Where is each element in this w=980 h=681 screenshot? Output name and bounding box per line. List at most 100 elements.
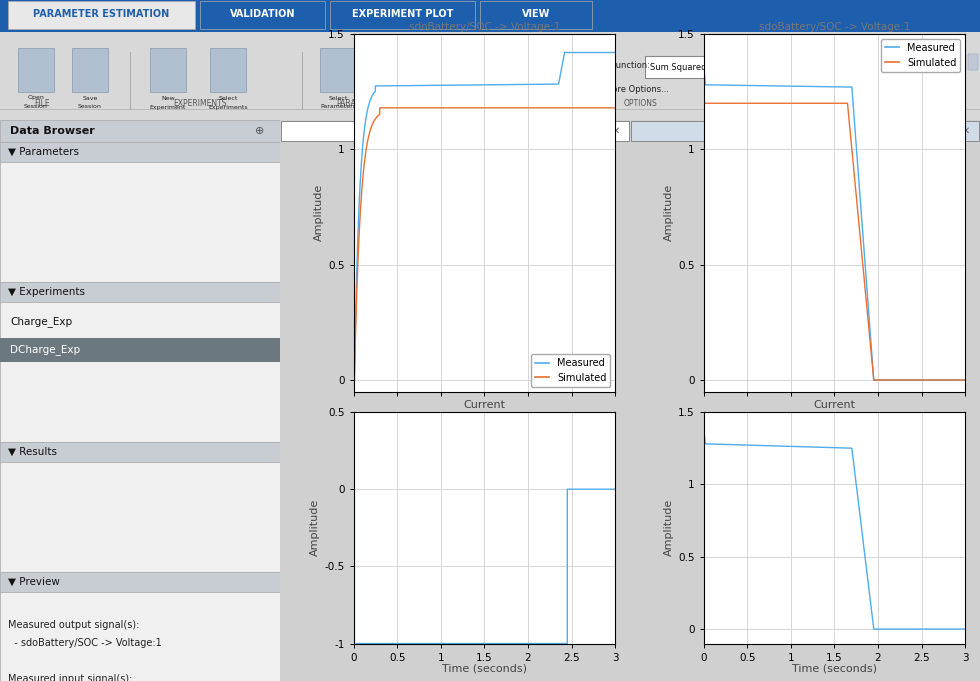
Bar — [370, 48, 406, 92]
Bar — [330, 1, 475, 29]
Bar — [585, 82, 599, 96]
Text: ✕: ✕ — [962, 126, 970, 136]
Text: Session: Session — [78, 104, 102, 110]
Bar — [0, 338, 280, 362]
Text: ▼ Experiments: ▼ Experiments — [8, 287, 85, 297]
Bar — [932, 54, 942, 70]
Bar — [790, 52, 791, 110]
X-axis label: Time (seconds): Time (seconds) — [442, 664, 527, 674]
Text: EXPERIMENTS: EXPERIMENTS — [173, 99, 226, 108]
Bar — [944, 54, 954, 70]
Text: OPTIONS: OPTIONS — [623, 99, 657, 108]
Bar — [0, 442, 280, 462]
Bar — [570, 52, 571, 110]
Bar — [8, 1, 195, 29]
Text: PLOTS: PLOTS — [482, 99, 506, 108]
Text: Plot Model: Plot Model — [507, 95, 539, 101]
Y-axis label: Amplitude: Amplitude — [663, 184, 673, 242]
Text: ▼: ▼ — [760, 63, 766, 72]
Text: Sum Squared Error: Sum Squared Error — [650, 63, 730, 72]
Bar — [302, 52, 303, 110]
Bar — [860, 54, 870, 70]
Text: Estimate
▼: Estimate ▼ — [807, 84, 841, 104]
Text: Session: Session — [24, 104, 48, 110]
Legend: Measured, Simulated: Measured, Simulated — [881, 39, 960, 72]
Title: sdoBattery/SOC -> Voltage:1: sdoBattery/SOC -> Voltage:1 — [759, 22, 910, 32]
Text: Analysis: Analysis — [375, 104, 401, 110]
Text: ✕: ✕ — [612, 126, 620, 136]
Title: sdoBattery/SOC -> Voltage:1: sdoBattery/SOC -> Voltage:1 — [409, 22, 561, 32]
Bar — [872, 54, 882, 70]
Y-axis label: Amplitude: Amplitude — [663, 499, 673, 556]
Text: ▶: ▶ — [816, 63, 831, 82]
Bar — [480, 1, 592, 29]
Bar — [460, 48, 496, 92]
Bar — [320, 48, 356, 92]
Y-axis label: Amplitude: Amplitude — [314, 184, 323, 242]
Text: Open: Open — [27, 95, 44, 101]
Text: Select: Select — [328, 95, 348, 101]
Bar — [0, 120, 280, 142]
Text: - sdoBattery/SOC -> Voltage:1: - sdoBattery/SOC -> Voltage:1 — [8, 638, 162, 648]
Bar — [0, 302, 280, 442]
Bar — [0, 32, 980, 120]
Text: PARAMETER ESTIMATION: PARAMETER ESTIMATION — [33, 9, 170, 19]
Text: DCharge_Exp: DCharge_Exp — [10, 345, 80, 355]
Text: ▼ Preview: ▼ Preview — [8, 577, 60, 587]
Bar — [281, 121, 629, 141]
Text: More Options...: More Options... — [605, 84, 669, 93]
Bar — [968, 54, 978, 70]
Title: Current: Current — [464, 400, 506, 410]
X-axis label: Time (seconds): Time (seconds) — [792, 664, 877, 674]
Bar — [0, 282, 280, 302]
Y-axis label: Amplitude: Amplitude — [310, 499, 320, 556]
Bar — [956, 54, 966, 70]
Text: EXPERIMENT PLOT: EXPERIMENT PLOT — [352, 9, 453, 19]
Text: Select: Select — [219, 95, 238, 101]
Bar — [896, 54, 906, 70]
Bar — [200, 1, 325, 29]
Bar — [884, 54, 894, 70]
Bar — [0, 109, 980, 110]
Bar — [18, 48, 54, 92]
Text: Experiment plot: DCharge_Exp: Experiment plot: DCharge_Exp — [712, 125, 862, 136]
Text: Experiment: Experiment — [150, 104, 186, 110]
Text: Data Browser: Data Browser — [10, 126, 95, 136]
Bar — [0, 0, 980, 32]
Text: FILE: FILE — [34, 99, 50, 108]
Text: Measured input signal(s):: Measured input signal(s): — [8, 674, 132, 681]
Text: ⊕: ⊕ — [256, 126, 265, 136]
Bar — [130, 52, 131, 110]
Text: Charge_Exp: Charge_Exp — [10, 317, 73, 328]
Legend: Measured, Simulated: Measured, Simulated — [531, 354, 611, 387]
Bar — [0, 592, 280, 681]
Text: ▼ Results: ▼ Results — [8, 447, 57, 457]
Bar — [645, 56, 765, 78]
Title: Current: Current — [813, 400, 856, 410]
Text: Experiments: Experiments — [208, 104, 248, 110]
Bar — [72, 48, 108, 92]
Bar — [0, 462, 280, 572]
Text: Response: Response — [508, 104, 538, 110]
Text: Parameters: Parameters — [320, 104, 356, 110]
Bar — [505, 48, 541, 92]
Bar — [210, 48, 246, 92]
Bar — [0, 572, 280, 592]
Text: Measured output signal(s):: Measured output signal(s): — [8, 620, 139, 630]
Text: Save: Save — [82, 95, 98, 101]
Text: PARAMETERS: PARAMETERS — [337, 99, 387, 108]
Text: Sensitivity: Sensitivity — [371, 95, 405, 101]
Text: ESTIMATE: ESTIMATE — [813, 99, 851, 108]
Bar — [908, 54, 918, 70]
Bar — [631, 121, 979, 141]
Text: VALIDATION: VALIDATION — [229, 9, 295, 19]
Bar — [150, 48, 186, 92]
Bar — [0, 142, 280, 162]
Text: New: New — [161, 95, 174, 101]
Bar — [735, 52, 736, 110]
Bar — [920, 54, 930, 70]
Text: Add Plot: Add Plot — [466, 95, 491, 101]
Text: Cost Function:: Cost Function: — [590, 61, 650, 69]
Text: ▼ Parameters: ▼ Parameters — [8, 147, 79, 157]
Bar — [450, 52, 451, 110]
